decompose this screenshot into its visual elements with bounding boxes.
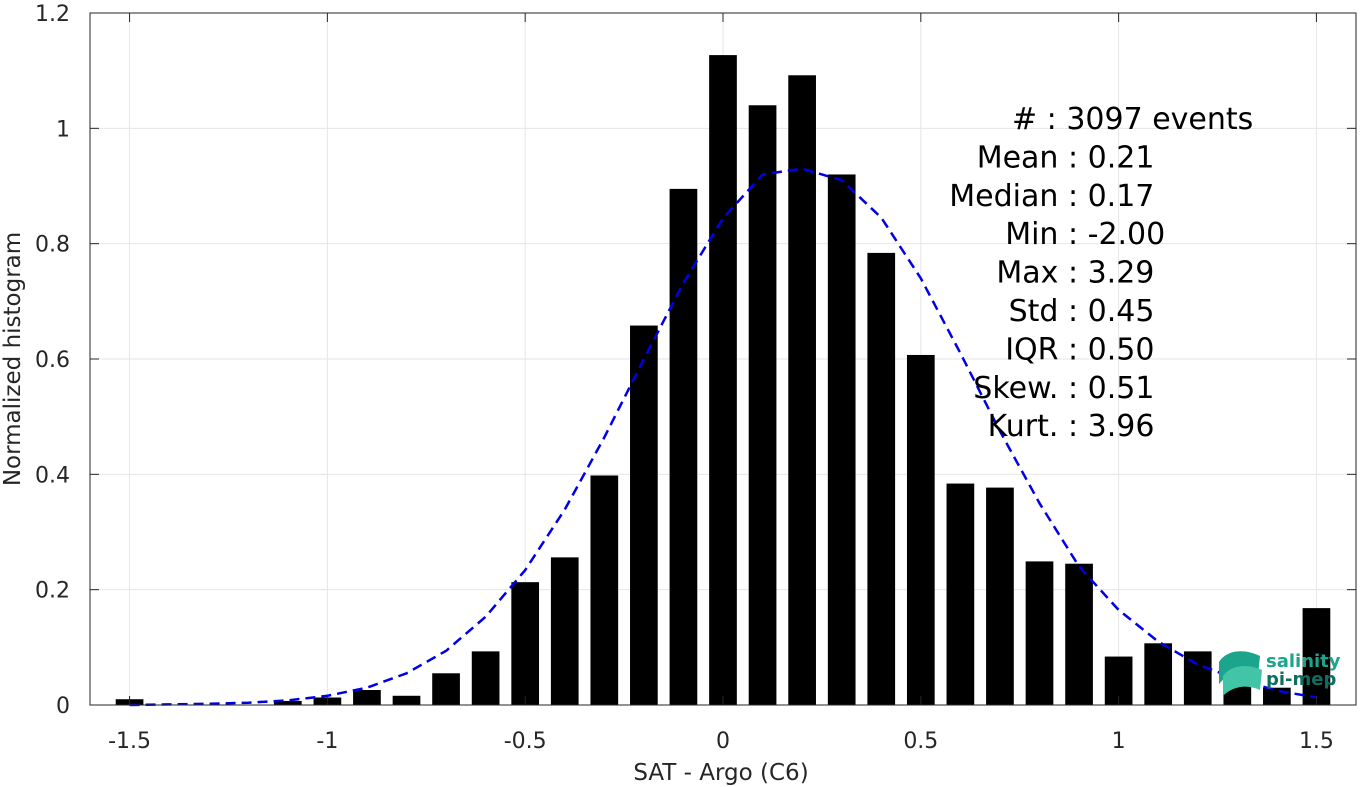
- y-tick-label: 0.4: [35, 463, 70, 488]
- histogram-bar: [986, 487, 1014, 705]
- histogram-bar: [709, 55, 737, 705]
- stat-events: # : 3097 events: [1012, 102, 1253, 137]
- y-tick-label: 0.2: [35, 579, 70, 604]
- histogram-bar: [511, 582, 540, 705]
- histogram-bar: [471, 651, 500, 705]
- axes: [89, 12, 1357, 706]
- histogram-bar: [1183, 651, 1212, 705]
- histogram-bar: [590, 475, 619, 705]
- logo-text-line2: pi-mep: [1266, 669, 1336, 690]
- histogram-bar: [946, 483, 975, 705]
- histogram-bar: [1263, 687, 1291, 705]
- x-tick-label: 1: [1112, 729, 1126, 754]
- histogram-bar: [1144, 643, 1173, 705]
- fit-curve-line: [129, 167, 1317, 707]
- stat-min: Min : -2.00: [1005, 217, 1165, 252]
- y-tick-label: 0: [56, 694, 70, 719]
- histogram-bar: [748, 105, 777, 706]
- histogram-bar: [550, 557, 579, 705]
- histogram-bar: [432, 673, 460, 705]
- fit-curve: [129, 167, 1317, 707]
- histogram-bar: [273, 700, 302, 705]
- logo-text-line1: salinity: [1266, 651, 1341, 672]
- y-tick-label: 0.8: [35, 233, 70, 258]
- tick-labels: -1.5 -1 -0.5 0 0.5 1 1.5 0 0.2 0.4 0.6 0.8 1 1.2: [35, 2, 1334, 754]
- x-tick-label: -1.5: [108, 729, 151, 754]
- x-tick-label: 0.5: [903, 729, 938, 754]
- histogram-bar: [392, 695, 421, 705]
- histogram-bar: [353, 690, 381, 705]
- stat-median: Median : 0.17: [949, 179, 1154, 214]
- x-tick-label: -1: [316, 729, 338, 754]
- histogram-bar: [1065, 563, 1093, 705]
- y-tick-label: 1.2: [35, 2, 70, 27]
- x-tick-label: 0: [716, 729, 730, 754]
- x-tick-label: 1.5: [1299, 729, 1334, 754]
- histogram-bar: [788, 75, 816, 705]
- x-tick-label: -0.5: [504, 729, 547, 754]
- stat-iqr: IQR : 0.50: [1005, 332, 1154, 367]
- y-axis-label: Normalized histogram: [0, 232, 26, 486]
- histogram-bar: [669, 188, 698, 706]
- stat-max: Max : 3.29: [996, 256, 1154, 291]
- logo-mark-icon: [1219, 651, 1262, 696]
- stat-std: Std : 0.45: [1009, 294, 1155, 329]
- y-tick-label: 0.6: [35, 348, 70, 373]
- histogram-bar: [867, 252, 896, 706]
- stat-skew: Skew. : 0.51: [973, 371, 1154, 406]
- bars: [115, 55, 1331, 706]
- histogram-bar: [906, 354, 935, 705]
- y-tick-label: 1: [56, 117, 70, 142]
- stat-kurt: Kurt. : 3.96: [988, 409, 1155, 444]
- histogram-bar: [1025, 561, 1054, 705]
- histogram-bar: [827, 174, 856, 705]
- x-axis-label: SAT - Argo (C6): [633, 760, 808, 786]
- stat-mean: Mean : 0.21: [977, 140, 1155, 175]
- histogram-bar: [1302, 608, 1331, 705]
- histogram-bar: [630, 325, 658, 705]
- salinity-pimep-logo: salinity pi-mep: [1219, 651, 1341, 696]
